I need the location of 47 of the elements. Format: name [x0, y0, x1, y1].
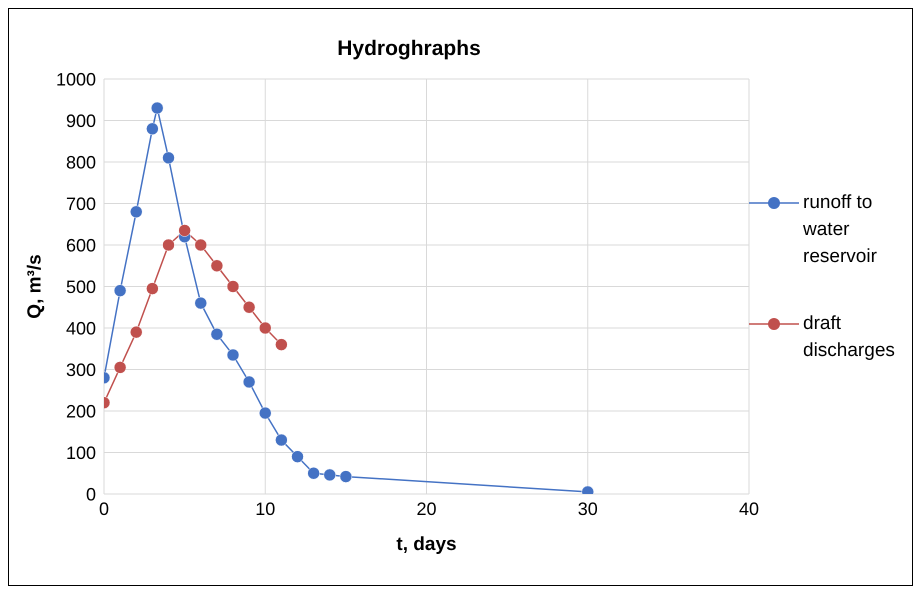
y-tick-label: 0 — [86, 484, 96, 504]
point — [194, 238, 207, 252]
y-tick-label: 100 — [66, 442, 96, 463]
point — [291, 450, 304, 463]
point — [242, 376, 256, 388]
y-tick-label: 200 — [66, 401, 96, 422]
y-tick-label: 900 — [66, 110, 96, 131]
y-tick-label: 400 — [66, 318, 96, 338]
point — [275, 434, 288, 446]
point — [340, 470, 352, 483]
point — [307, 467, 320, 480]
point — [130, 206, 142, 218]
y-tick-label: 700 — [66, 194, 96, 214]
point — [210, 260, 224, 272]
chart-title: Hydroghraphs — [336, 37, 482, 61]
point — [150, 102, 164, 114]
point — [259, 406, 272, 420]
point — [242, 301, 256, 314]
point — [178, 224, 191, 237]
point — [210, 328, 224, 340]
point — [146, 122, 159, 136]
legend-label: runoff to water reservoir — [803, 191, 878, 269]
point — [194, 296, 207, 310]
y-tick-label: 800 — [66, 152, 96, 172]
point — [130, 326, 142, 338]
y-tick-label: 500 — [66, 276, 96, 297]
point — [162, 238, 175, 252]
x-tick-label: 20 — [416, 498, 437, 519]
point — [324, 468, 336, 482]
point — [259, 322, 272, 334]
x-tick-label: 40 — [738, 498, 760, 519]
x-tick-label: 30 — [578, 498, 598, 519]
point — [146, 282, 159, 295]
y-tick-label: 300 — [66, 360, 96, 380]
x-axis-title: t, days — [396, 534, 457, 555]
y-tick-label: 1000 — [56, 69, 96, 90]
legend-label: draft discharges — [803, 312, 896, 363]
y-tick-label: 600 — [66, 235, 96, 256]
point — [162, 152, 175, 164]
point — [226, 280, 240, 293]
point — [226, 348, 240, 362]
x-tick-label: 10 — [255, 498, 276, 519]
point — [275, 338, 288, 351]
x-tick-label: 0 — [98, 498, 110, 519]
point — [114, 284, 126, 297]
y-axis-title: Q, m³/s — [24, 254, 46, 319]
point — [114, 361, 126, 374]
